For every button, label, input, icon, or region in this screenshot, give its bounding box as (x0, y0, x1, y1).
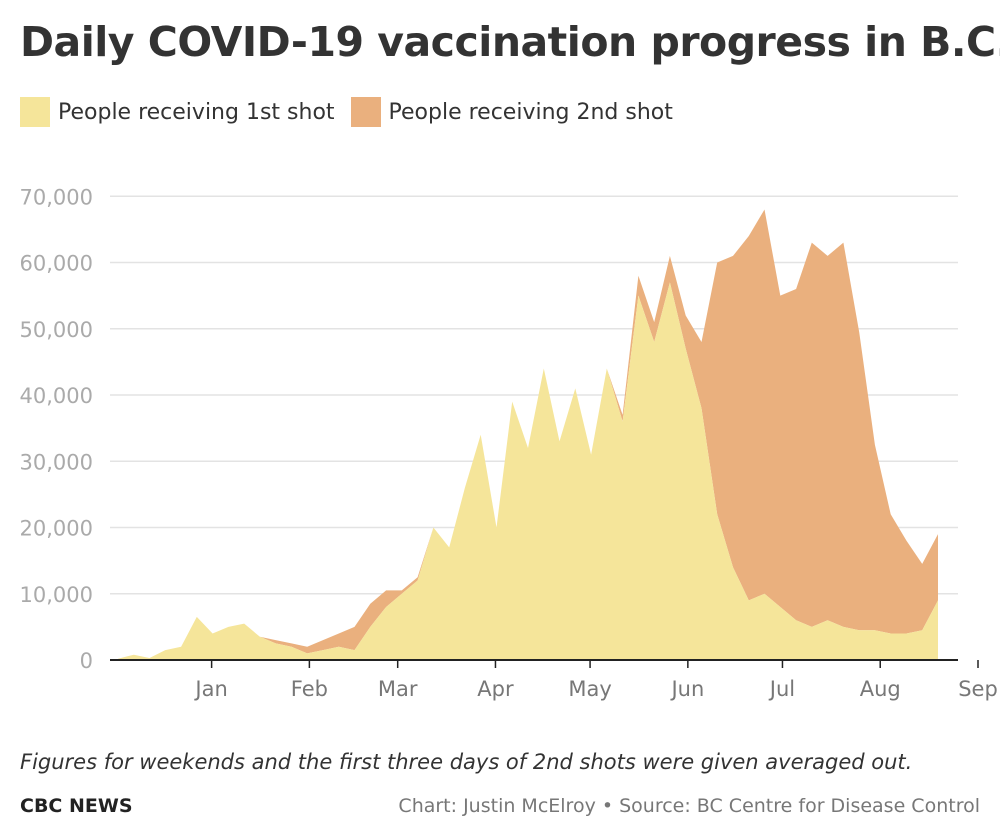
area-first-shot (118, 282, 938, 660)
area-second-shot (118, 209, 938, 659)
x-tick-label: May (568, 677, 611, 701)
y-tick-label: 20,000 (20, 517, 93, 541)
x-tick-label: Aug (860, 677, 901, 701)
x-tick-label: Apr (477, 677, 514, 701)
x-tick-label: Jul (768, 677, 795, 701)
y-tick-label: 30,000 (20, 450, 93, 474)
y-tick-label: 10,000 (20, 583, 93, 607)
legend: People receiving 1st shot People receivi… (20, 97, 689, 127)
x-tick-label: Feb (291, 677, 328, 701)
chart-note: Figures for weekends and the first three… (20, 750, 913, 774)
y-tick-label: 0 (80, 649, 93, 673)
legend-item-first-shot: People receiving 1st shot (20, 97, 335, 127)
y-tick-label: 60,000 (20, 252, 93, 276)
legend-swatch-first-shot (20, 97, 50, 127)
legend-label-second-shot: People receiving 2nd shot (388, 99, 673, 125)
chart-title: Daily COVID-19 vaccination progress in B… (20, 18, 1000, 66)
x-tick-label: Mar (378, 677, 418, 701)
brand-logo-text: CBC NEWS (20, 795, 133, 817)
area-chart: 0 10,000 20,000 30,000 40,000 50,000 60,000 70,… (20, 185, 998, 701)
x-tick-label: Jun (669, 677, 704, 701)
y-tick-label: 70,000 (20, 185, 93, 209)
legend-swatch-second-shot (350, 97, 381, 127)
y-tick-label: 50,000 (20, 318, 93, 342)
x-tick-label: Sep (958, 677, 998, 701)
legend-label-first-shot: People receiving 1st shot (58, 99, 335, 125)
chart-credit: Chart: Justin McElroy • Source: BC Centr… (398, 795, 980, 817)
y-tick-label: 40,000 (20, 384, 93, 408)
x-tick-label: Jan (193, 677, 227, 701)
legend-item-second-shot: People receiving 2nd shot (350, 97, 673, 127)
